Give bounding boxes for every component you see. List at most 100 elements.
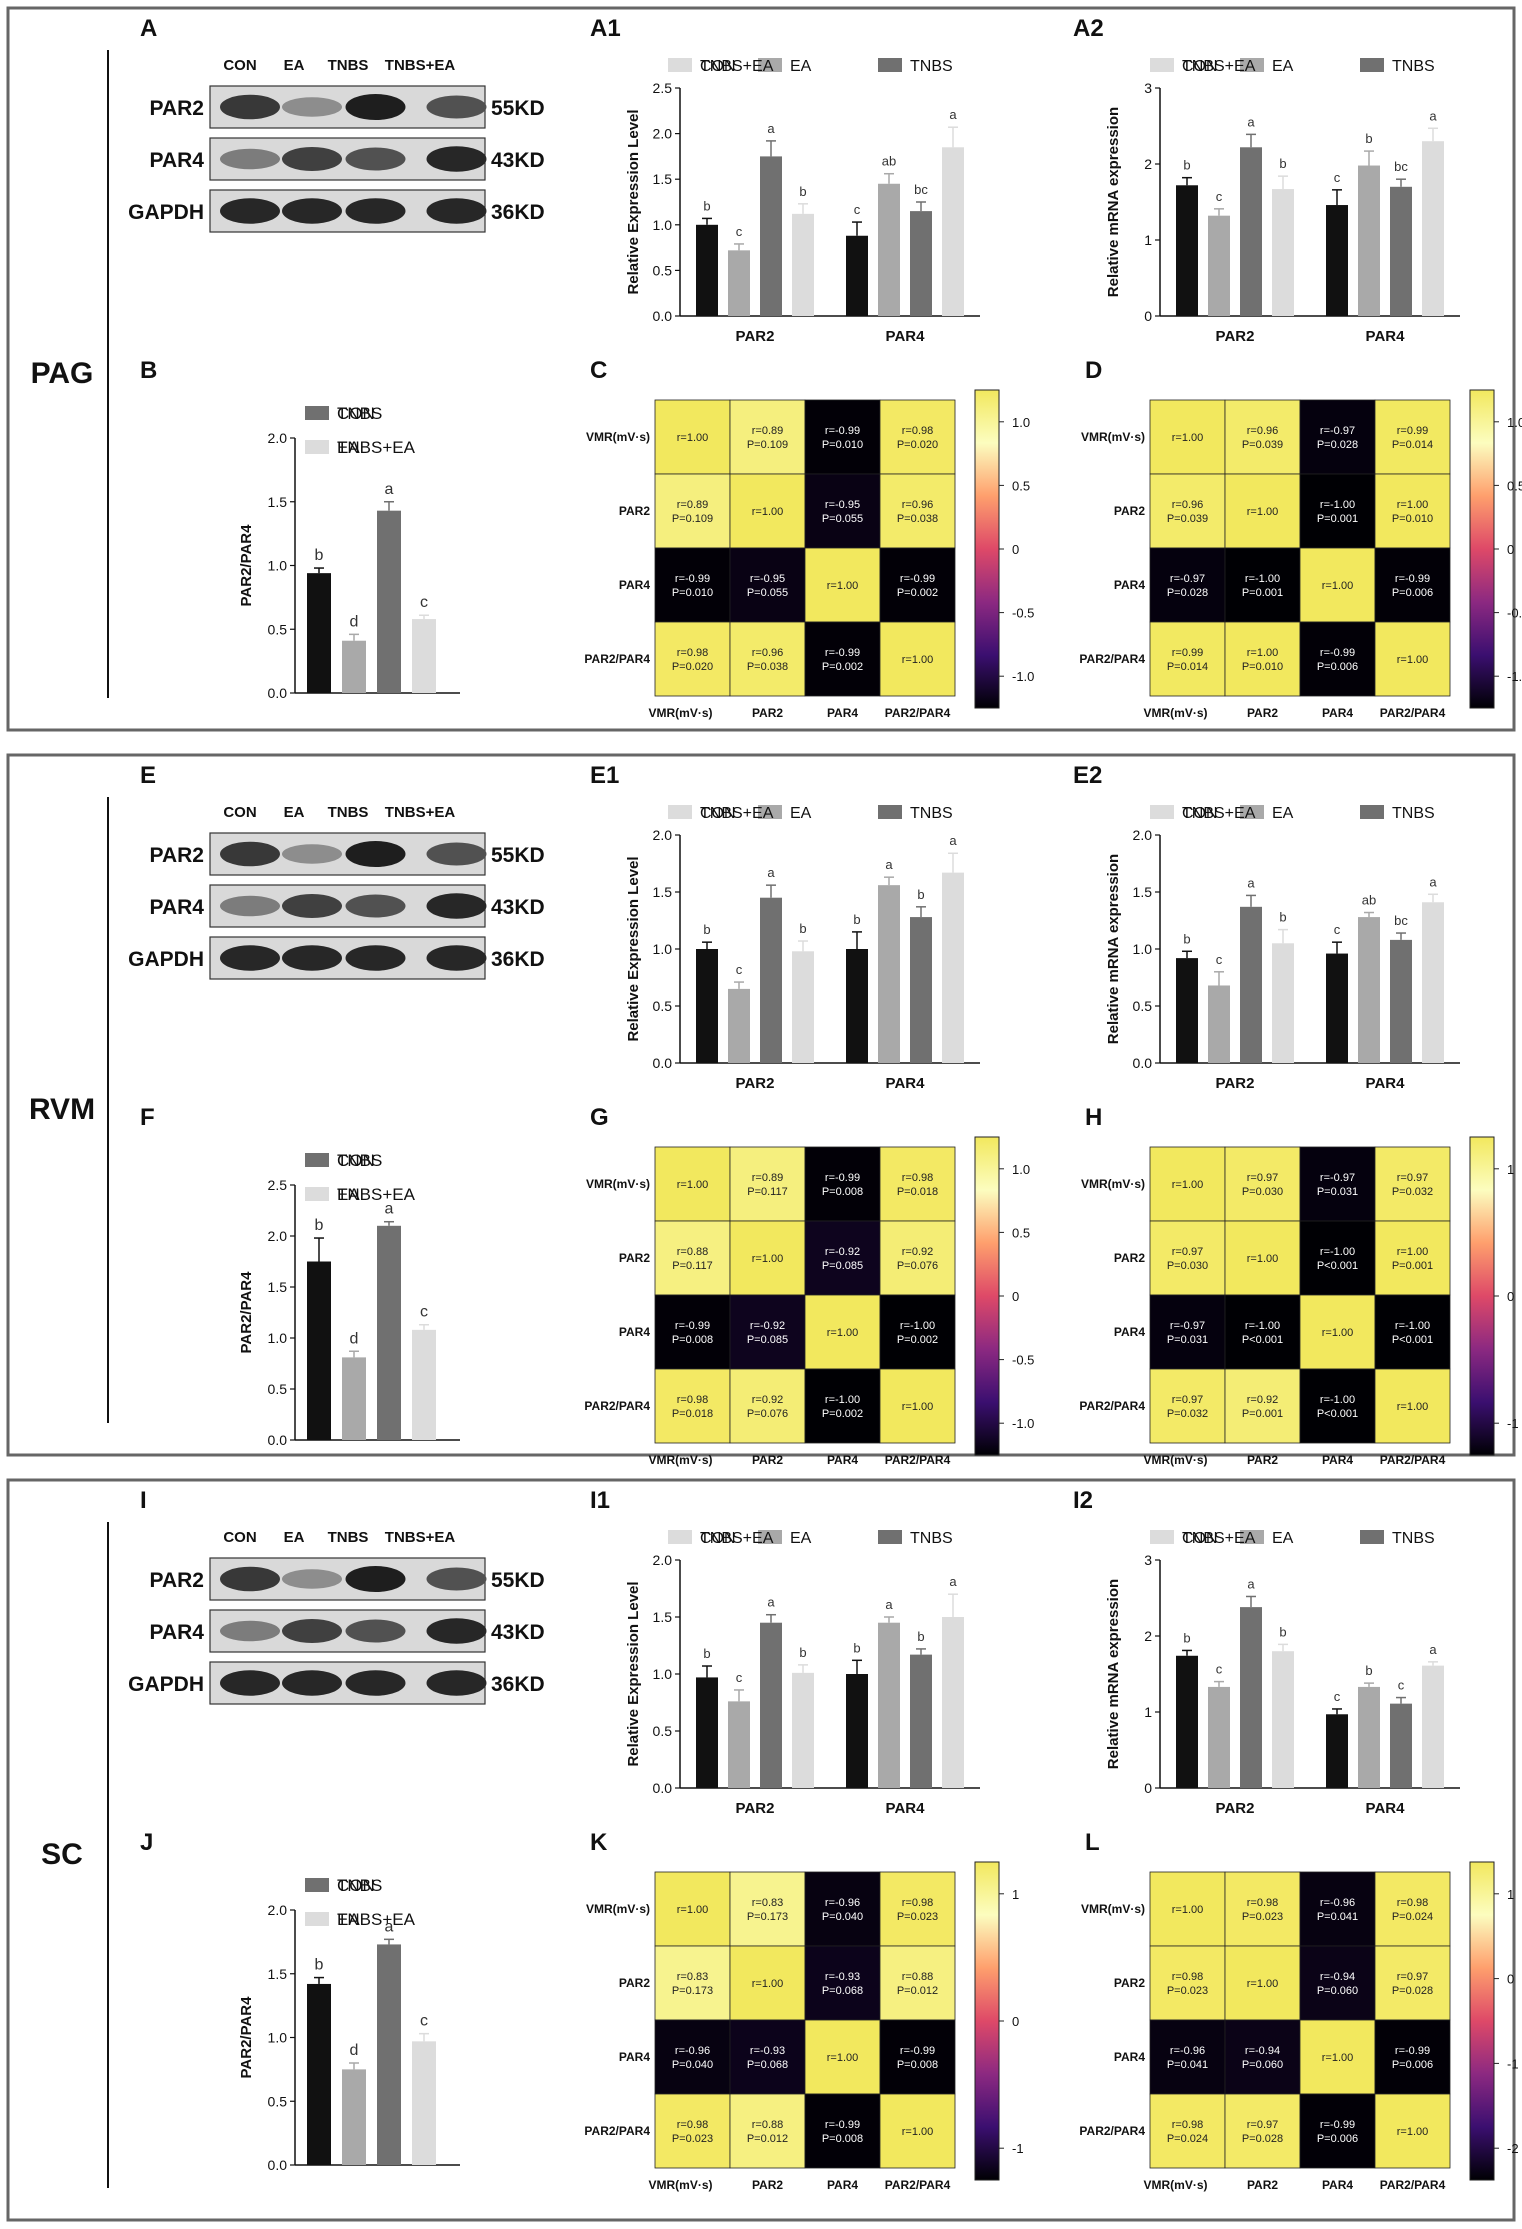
- heat-row-label: VMR(mV·s): [1081, 430, 1145, 444]
- heat-row-label: PAR2: [619, 1251, 650, 1265]
- western-blot: PAR2 55KD PAR4 43KD GAPDH 36KD CON EA TNBS TNBS+E…: [128, 1529, 545, 1705]
- legend-swatch: [1240, 1530, 1264, 1544]
- heat-col-label: PAR2: [1247, 706, 1278, 720]
- heatmap-G: r=1.00 r=0.89 P=0.117 r=-0.99 P=0.008 r=0.98 P…: [584, 1136, 1034, 1467]
- heat-cell: [1149, 621, 1226, 697]
- significance-letter: b: [799, 921, 806, 936]
- heat-cell-text: P=0.010: [1392, 513, 1433, 525]
- heat-cell-text: P=0.010: [1242, 661, 1283, 673]
- heat-cell-text: P=0.012: [747, 2133, 788, 2145]
- legend-swatch: [305, 1153, 329, 1167]
- bar: [792, 1672, 814, 1788]
- panel-letter: I1: [590, 1487, 610, 1514]
- heat-cell-text: P=0.076: [747, 1408, 788, 1420]
- bar: [307, 1261, 331, 1440]
- bar-chart-I2: 0 1 2 3 Relative mRNA expression b c a b PAR2 c b c a…: [1105, 1552, 1460, 1817]
- significance-letter: a: [385, 1201, 394, 1218]
- heat-cell-text: r=-0.97: [1320, 1172, 1355, 1184]
- heat-cell-text: r=0.99: [1397, 425, 1429, 437]
- bar: [728, 250, 750, 316]
- significance-letter: b: [315, 1957, 324, 1974]
- bar: [307, 573, 331, 693]
- heat-cell-text: r=1.00: [1247, 647, 1279, 659]
- western-blot: PAR2 55KD PAR4 43KD GAPDH 36KD CON EA TNBS TNBS+E…: [128, 804, 545, 980]
- heat-cell-text: P=0.030: [1167, 1260, 1208, 1272]
- heat-col-label: VMR(mV·s): [1143, 1453, 1207, 1467]
- ratio-chart: 0.0 0.5 1.0 1.5 2.0 2.5 PAR2/PAR4 b d a c: [238, 1177, 460, 1448]
- panel-letter: A: [140, 15, 157, 42]
- heat-col-label: PAR2/PAR4: [1380, 2178, 1446, 2192]
- heat-cell-text: r=-0.97: [1320, 425, 1355, 437]
- legend-swatch: [305, 440, 329, 454]
- heat-cell: [1299, 1294, 1376, 1370]
- heat-cell: [729, 1294, 806, 1370]
- heat-row-label: PAR2/PAR4: [584, 652, 650, 666]
- significance-letter: c: [854, 202, 861, 217]
- blot-band: [345, 894, 406, 918]
- heat-cell-text: r=1.00: [827, 580, 859, 592]
- legend-label: CON: [1182, 1530, 1218, 1547]
- region-label: RVM: [29, 1093, 95, 1126]
- blot-band: [426, 95, 487, 119]
- heat-cell-text: P=0.028: [1167, 587, 1208, 599]
- bar: [412, 2041, 436, 2165]
- colorbar-tick-label: 1: [1507, 1162, 1514, 1177]
- heat-cell: [1224, 1368, 1301, 1444]
- significance-letter: c: [1334, 1689, 1341, 1704]
- bar: [910, 917, 932, 1063]
- heat-cell-text: P=0.002: [897, 1334, 938, 1346]
- colorbar-tick-label: 1.0: [1012, 1162, 1030, 1177]
- heat-cell-text: r=-1.00: [1395, 1320, 1430, 1332]
- heat-cell: [1224, 1294, 1301, 1370]
- heat-cell: [654, 2019, 731, 2095]
- heat-cell-text: r=-0.96: [1320, 1897, 1355, 1909]
- heat-cell-text: r=-0.99: [1320, 647, 1355, 659]
- heat-cell-text: r=-0.97: [1170, 573, 1205, 585]
- panel-letter: G: [590, 1104, 609, 1131]
- bar: [728, 988, 750, 1063]
- y-tick-label: 2.0: [653, 126, 673, 142]
- heat-cell-text: P=0.008: [672, 1334, 713, 1346]
- significance-letter: c: [420, 2013, 428, 2030]
- bar-chart-A1: 0.0 0.5 1.0 1.5 2.0 2.5 Relative Expression Le…: [625, 80, 980, 345]
- x-tick-label: PAR4: [886, 328, 926, 345]
- lane-label: TNBS+EA: [385, 804, 456, 821]
- y-tick-label: 0.0: [1133, 1055, 1153, 1071]
- significance-letter: b: [853, 1640, 860, 1655]
- blot-band: [345, 94, 406, 120]
- blot-band: [345, 1619, 406, 1643]
- bar: [1358, 917, 1380, 1063]
- legend-label: TNBS+EA: [337, 1910, 416, 1929]
- bar: [760, 1622, 782, 1788]
- heat-cell-text: P=0.039: [1167, 513, 1208, 525]
- y-tick-label: 1.0: [653, 1666, 673, 1682]
- legend-swatch: [668, 805, 692, 819]
- bar: [696, 224, 718, 316]
- colorbar: [1469, 1861, 1495, 2181]
- heat-cell: [1149, 1368, 1226, 1444]
- blot-band: [220, 94, 280, 120]
- heat-cell: [804, 621, 881, 697]
- blot-band: [426, 1618, 487, 1644]
- heat-cell-text: r=-0.93: [825, 1971, 860, 1983]
- heat-cell-text: r=0.98: [677, 2119, 709, 2131]
- significance-letter: b: [1183, 931, 1190, 946]
- heat-cell-text: r=1.00: [752, 506, 784, 518]
- heat-cell-text: r=-0.93: [750, 2045, 785, 2057]
- heat-cell: [804, 1945, 881, 2021]
- heat-cell-text: r=1.00: [902, 654, 934, 666]
- significance-letter: b: [1183, 1630, 1190, 1645]
- heat-cell: [1299, 399, 1376, 475]
- significance-letter: a: [1429, 874, 1437, 889]
- heat-row-label: PAR2/PAR4: [584, 1399, 650, 1413]
- heat-cell-text: r=0.97: [1172, 1246, 1204, 1258]
- heat-cell-text: r=-0.94: [1320, 1971, 1355, 1983]
- heat-cell-text: r=0.88: [752, 2119, 784, 2131]
- heat-col-label: PAR2: [752, 2178, 783, 2192]
- legend-swatch: [305, 1878, 329, 1892]
- heat-cell-text: r=-0.99: [675, 1320, 710, 1332]
- y-axis-label: Relative mRNA expression: [1105, 107, 1122, 297]
- heatmap-K: r=1.00 r=0.83 P=0.173 r=-0.96 P=0.040 r=0.98 P…: [584, 1861, 1024, 2192]
- blot-band: [282, 147, 342, 171]
